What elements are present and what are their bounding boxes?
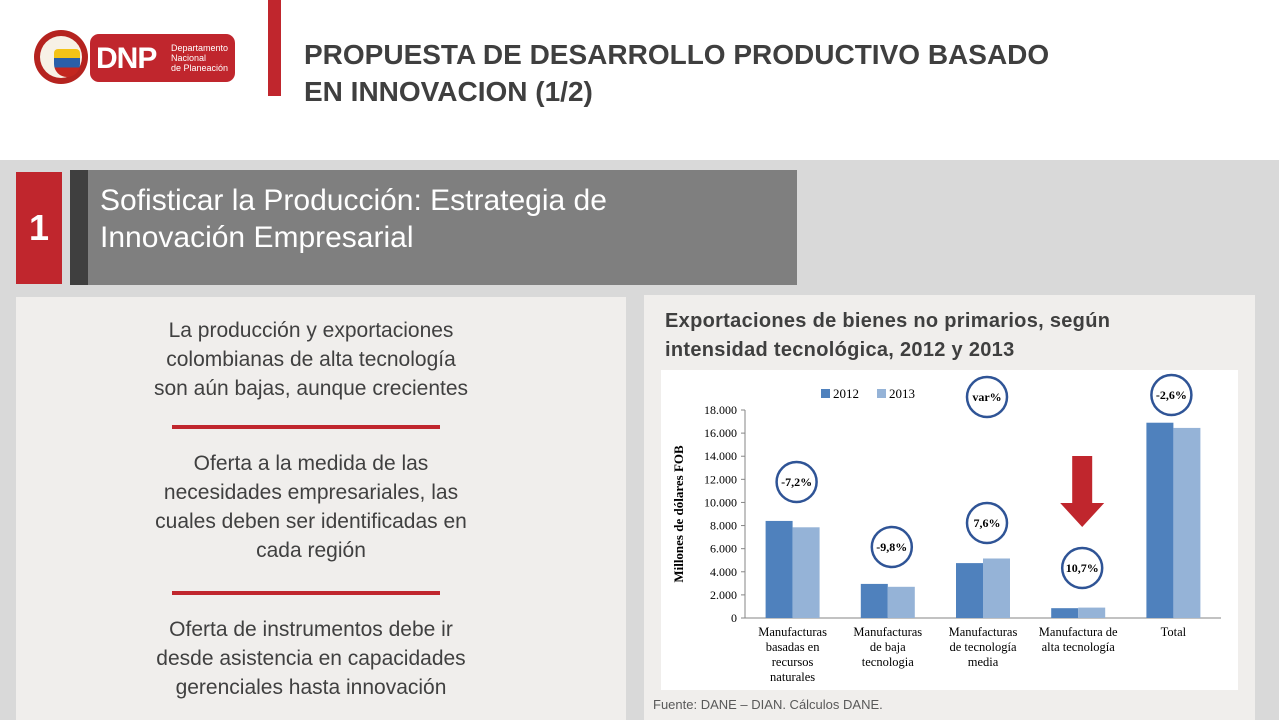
- bar-2012: [860, 583, 888, 618]
- title-accent-rule: [268, 0, 281, 96]
- arrow-down-icon: [1072, 456, 1093, 504]
- variation-circle: [965, 501, 1009, 545]
- section-title: Sofisticar la Producción: Estrategia de …: [100, 182, 607, 256]
- x-tick-label: Manufactura de: [1039, 625, 1118, 639]
- x-tick-label: recursos: [772, 655, 814, 669]
- bar-2012: [1051, 608, 1079, 618]
- y-tick-label: 0: [731, 611, 737, 625]
- variation-label: -7,2%: [781, 475, 812, 489]
- x-tick-label: de tecnología: [950, 640, 1017, 654]
- variation-label: -9,8%: [876, 540, 907, 554]
- bar-2012: [765, 520, 793, 618]
- bar-2012: [1146, 422, 1174, 618]
- key-point-line: cuales deben ser identificadas en: [155, 510, 467, 533]
- key-point: La producción y exportaciones colombiana…: [111, 316, 511, 403]
- x-tick-label: Total: [1161, 625, 1187, 639]
- bar-2013: [1173, 427, 1201, 618]
- section-number: 1: [16, 172, 62, 284]
- bar-2013: [887, 586, 915, 618]
- y-tick-label: 8.000: [710, 519, 737, 533]
- key-point: Oferta a la medida de las necesidades em…: [111, 449, 511, 565]
- legend-swatch: [877, 389, 886, 398]
- logo-subtitle-line: de Planeación: [171, 63, 229, 73]
- logo-subtitle: Departamento Nacional de Planeación: [171, 43, 235, 73]
- y-tick-label: 12.000: [704, 472, 737, 486]
- x-tick-label: Manufacturas: [853, 625, 922, 639]
- variation-circle: [870, 525, 914, 569]
- colombia-seal-icon: [34, 30, 88, 84]
- legend-swatch: [821, 389, 830, 398]
- key-point-line: gerenciales hasta innovación: [175, 676, 447, 699]
- logo-subtitle-line: Departamento: [171, 43, 229, 53]
- header: DNP Departamento Nacional de Planeación …: [0, 0, 1279, 160]
- key-point-line: colombianas de alta tecnología: [166, 348, 456, 371]
- y-tick-label: 2.000: [710, 588, 737, 602]
- x-tick-label: Manufacturas: [758, 625, 827, 639]
- x-tick-label: alta tecnología: [1042, 640, 1116, 654]
- section-title-line: Sofisticar la Producción: Estrategia de: [100, 184, 607, 217]
- bar-chart: 0 2.000 4.000 6.000 8.000 10.000 12.000 14.000 1…: [661, 370, 1238, 690]
- variation-circle: [965, 375, 1009, 419]
- key-point-line: cada región: [256, 539, 366, 562]
- dnp-logo: DNP Departamento Nacional de Planeación: [34, 30, 239, 86]
- chart-title-line: Exportaciones de bienes no primarios, se…: [665, 310, 1111, 332]
- chart-title: Exportaciones de bienes no primarios, se…: [665, 307, 1235, 365]
- chart-background: [661, 370, 1238, 690]
- key-point-line: La producción y exportaciones: [168, 319, 454, 342]
- x-tick-label: media: [968, 655, 999, 669]
- key-point-line: Oferta a la medida de las: [193, 452, 429, 475]
- divider: [172, 591, 440, 595]
- variation-circle: [775, 460, 818, 504]
- legend-label: 2012: [833, 386, 859, 401]
- dnp-logo-box: DNP Departamento Nacional de Planeación: [90, 34, 235, 82]
- x-tick-label: naturales: [770, 670, 815, 684]
- arrow-down-icon-head: [1060, 503, 1105, 527]
- y-tick-label: 6.000: [710, 542, 737, 556]
- page-title: PROPUESTA DE DESARROLLO PRODUCTIVO BASAD…: [304, 36, 1204, 110]
- y-tick-label: 10.000: [704, 495, 737, 509]
- logo-subtitle-line: Nacional: [171, 53, 207, 63]
- x-tick-label: basadas en: [766, 640, 821, 654]
- logo-brand: DNP: [96, 42, 157, 75]
- source-note: Fuente: DANE – DIAN. Cálculos DANE.: [653, 697, 883, 712]
- section-divider: [70, 170, 88, 285]
- key-point-line: necesidades empresariales, las: [163, 481, 459, 504]
- variation-circle: [1060, 546, 1104, 590]
- page-title-line: PROPUESTA DE DESARROLLO PRODUCTIVO BASAD…: [304, 39, 1050, 70]
- x-tick-label: tecnologia: [862, 655, 915, 669]
- chart-panel: Exportaciones de bienes no primarios, se…: [644, 295, 1255, 720]
- y-axis-label: Millones de dólares FOB: [671, 445, 686, 583]
- y-tick-label: 16.000: [704, 426, 737, 440]
- bar-2012: [956, 563, 983, 618]
- x-tick-label: de baja: [870, 640, 906, 654]
- variation-label: 7,6%: [974, 516, 1001, 530]
- key-point-line: Oferta de instrumentos debe ir: [169, 618, 453, 641]
- y-tick-label: 4.000: [710, 565, 737, 579]
- section-title-line: Innovación Empresarial: [100, 221, 414, 254]
- key-point-line: desde asistencia en capacidades: [156, 647, 466, 670]
- variation-label: 10,7%: [1066, 561, 1099, 575]
- page-title-line: EN INNOVACION (1/2): [304, 76, 593, 107]
- variation-label: -2,6%: [1156, 388, 1187, 402]
- legend-label: 2013: [889, 386, 915, 401]
- bar-2013: [792, 527, 820, 618]
- bar-2013: [1078, 607, 1106, 618]
- key-point: Oferta de instrumentos debe ir desde asi…: [111, 615, 511, 702]
- x-tick-label: Manufacturas: [949, 625, 1018, 639]
- key-point-line: son aún bajas, aunque crecientes: [153, 377, 469, 400]
- y-tick-label: 14.000: [704, 449, 737, 463]
- variation-label: var%: [972, 390, 1001, 404]
- variation-circle: [1150, 373, 1193, 417]
- section-header: Sofisticar la Producción: Estrategia de …: [88, 170, 797, 285]
- key-points-panel: La producción y exportaciones colombiana…: [16, 297, 626, 720]
- y-tick-label: 18.000: [704, 403, 737, 417]
- divider: [172, 425, 440, 429]
- bar-2013: [983, 558, 1010, 618]
- chart-title-line: intensidad tecnológica, 2012 y 2013: [665, 339, 1015, 361]
